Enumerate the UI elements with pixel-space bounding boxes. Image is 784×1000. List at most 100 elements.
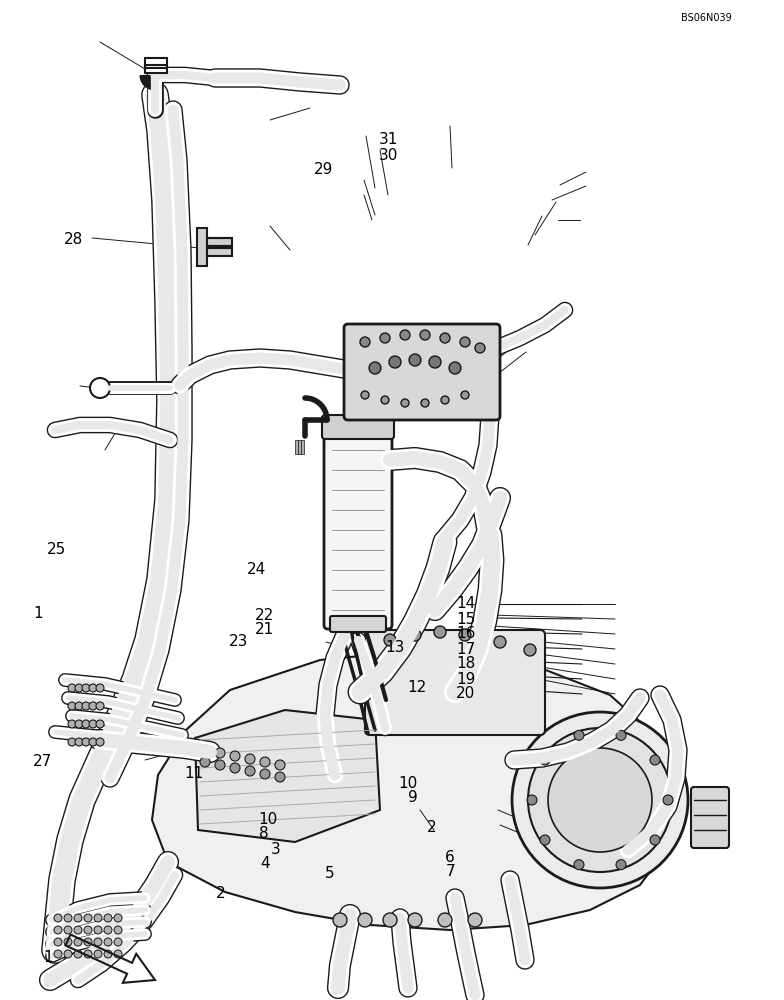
- Text: 23: 23: [229, 635, 249, 650]
- Circle shape: [74, 914, 82, 922]
- Circle shape: [64, 938, 72, 946]
- Text: 7: 7: [445, 864, 455, 880]
- Circle shape: [540, 755, 550, 765]
- Text: 11: 11: [184, 766, 204, 782]
- Circle shape: [94, 914, 102, 922]
- Circle shape: [54, 950, 62, 958]
- Circle shape: [400, 330, 410, 340]
- Circle shape: [527, 795, 537, 805]
- Text: 4: 4: [260, 856, 270, 871]
- Circle shape: [449, 362, 461, 374]
- Circle shape: [74, 926, 82, 934]
- Circle shape: [82, 738, 90, 746]
- Circle shape: [96, 684, 104, 692]
- Circle shape: [94, 950, 102, 958]
- Text: 12: 12: [408, 680, 427, 696]
- Circle shape: [230, 751, 240, 761]
- Circle shape: [54, 926, 62, 934]
- Circle shape: [84, 950, 92, 958]
- Bar: [295, 440, 298, 454]
- Circle shape: [461, 391, 469, 399]
- Circle shape: [358, 913, 372, 927]
- Circle shape: [94, 926, 102, 934]
- Circle shape: [64, 950, 72, 958]
- Circle shape: [89, 720, 97, 728]
- Circle shape: [494, 636, 506, 648]
- Circle shape: [114, 926, 122, 934]
- Circle shape: [369, 362, 381, 374]
- FancyBboxPatch shape: [330, 616, 386, 632]
- Circle shape: [84, 926, 92, 934]
- Circle shape: [475, 343, 485, 353]
- Circle shape: [616, 860, 626, 870]
- Circle shape: [650, 755, 660, 765]
- Text: 17: 17: [456, 642, 476, 656]
- Circle shape: [230, 763, 240, 773]
- Circle shape: [524, 644, 536, 656]
- Circle shape: [96, 702, 104, 710]
- Circle shape: [438, 913, 452, 927]
- Bar: [298, 440, 301, 454]
- Circle shape: [361, 391, 369, 399]
- FancyBboxPatch shape: [365, 630, 545, 735]
- Circle shape: [245, 754, 255, 764]
- Text: 14: 14: [456, 596, 476, 611]
- Text: 2: 2: [216, 886, 225, 900]
- Circle shape: [540, 835, 550, 845]
- Circle shape: [68, 738, 76, 746]
- Circle shape: [512, 712, 688, 888]
- Text: 24: 24: [247, 562, 267, 578]
- Circle shape: [408, 913, 422, 927]
- Circle shape: [64, 914, 72, 922]
- Text: 29: 29: [314, 162, 333, 178]
- Bar: [301, 440, 304, 454]
- Text: 2: 2: [427, 820, 437, 836]
- Circle shape: [74, 938, 82, 946]
- Circle shape: [548, 748, 652, 852]
- Circle shape: [114, 950, 122, 958]
- Circle shape: [389, 356, 401, 368]
- Bar: [145, 58, 167, 73]
- Text: 27: 27: [33, 754, 53, 770]
- Text: 18: 18: [456, 656, 476, 672]
- Circle shape: [275, 760, 285, 770]
- Text: 5: 5: [325, 866, 334, 882]
- Circle shape: [468, 913, 482, 927]
- Bar: [207, 238, 232, 246]
- Text: 9: 9: [408, 790, 417, 806]
- Circle shape: [384, 634, 396, 646]
- Circle shape: [650, 835, 660, 845]
- Circle shape: [82, 702, 90, 710]
- Bar: [207, 248, 232, 256]
- Circle shape: [245, 766, 255, 776]
- Circle shape: [434, 626, 446, 638]
- FancyBboxPatch shape: [324, 426, 392, 629]
- Text: 16: 16: [456, 626, 476, 642]
- Circle shape: [96, 738, 104, 746]
- FancyBboxPatch shape: [322, 415, 394, 439]
- Circle shape: [75, 702, 83, 710]
- Circle shape: [104, 938, 112, 946]
- Text: 25: 25: [47, 542, 67, 558]
- Circle shape: [114, 914, 122, 922]
- Text: 20: 20: [456, 686, 476, 702]
- Circle shape: [616, 730, 626, 740]
- Text: 8: 8: [259, 826, 268, 842]
- Circle shape: [74, 950, 82, 958]
- Circle shape: [200, 745, 210, 755]
- Circle shape: [114, 938, 122, 946]
- Circle shape: [68, 684, 76, 692]
- Circle shape: [528, 728, 672, 872]
- Circle shape: [75, 720, 83, 728]
- Text: 1: 1: [33, 606, 42, 621]
- Circle shape: [440, 333, 450, 343]
- Circle shape: [409, 354, 421, 366]
- Circle shape: [381, 396, 389, 404]
- Circle shape: [75, 738, 83, 746]
- Text: 3: 3: [271, 842, 281, 857]
- Circle shape: [260, 769, 270, 779]
- Circle shape: [104, 950, 112, 958]
- Circle shape: [82, 684, 90, 692]
- Circle shape: [104, 926, 112, 934]
- Circle shape: [84, 914, 92, 922]
